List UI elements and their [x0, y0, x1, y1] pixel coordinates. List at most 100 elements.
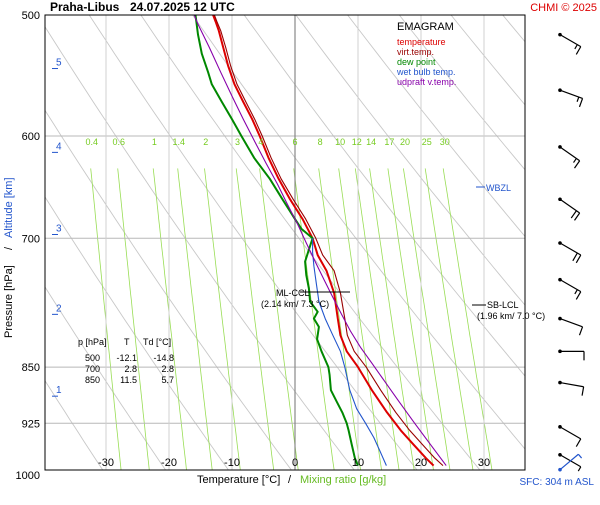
wind-barb-feather — [578, 326, 584, 336]
table-cell: 2.8 — [124, 364, 137, 374]
table-cell: 2.8 — [161, 364, 174, 374]
dry-adiabat — [0, 15, 51, 488]
mixing-ratio-label: 2 — [203, 137, 208, 147]
dry-adiabat — [295, 15, 525, 306]
mixing-ratio-label: 1.4 — [173, 137, 186, 147]
wind-barbs — [558, 32, 585, 472]
x-tick-label: 0 — [292, 457, 298, 469]
wind-barb — [558, 453, 583, 472]
x-tick-label: -30 — [98, 457, 114, 469]
mixing-ratio-line — [152, 168, 187, 470]
table-cell: 11.5 — [120, 375, 137, 385]
wind-barb-station — [558, 452, 562, 457]
wind-barb-feather — [577, 453, 583, 459]
series-line-udpraft-v-temp- — [193, 15, 447, 466]
wind-barb-station — [558, 316, 562, 321]
wind-barb-staff — [559, 198, 581, 214]
table-cell: 700 — [85, 364, 100, 374]
altitude-tick-label: 5 — [56, 58, 62, 69]
wind-barb — [558, 241, 582, 264]
legend-entry-wet-bulb: wet bulb temp. — [396, 67, 456, 77]
wind-barb-station — [558, 380, 562, 385]
x-tick-label: -10 — [224, 457, 240, 469]
dry-adiabat — [88, 15, 418, 470]
mixing-ratio-label: 4 — [258, 137, 263, 147]
mixing-ratio-label: 14 — [366, 137, 376, 147]
x-axis-label-temperature: Temperature [°C] — [197, 474, 280, 486]
table-header-t: T — [124, 337, 130, 347]
mixing-ratio-label: 17 — [384, 137, 394, 147]
altitude-tick-label: 4 — [56, 141, 62, 152]
wind-barb-feather — [581, 386, 585, 396]
x-tick-label: 20 — [415, 457, 427, 469]
y-axis-label-pressure: Pressure [hPa] — [3, 265, 15, 338]
grid — [0, 15, 525, 488]
mixing-ratio-label: 1 — [152, 137, 157, 147]
mixing-ratio-line — [387, 168, 434, 470]
wind-barb — [558, 277, 582, 300]
wind-barb-feather — [578, 98, 584, 108]
y-axis-label: Pressure [hPa] / Altitude [km] — [3, 177, 15, 338]
datetime-title: 24.07.2025 12 UTC — [130, 0, 235, 14]
mixing-ratio-label: 25 — [422, 137, 432, 147]
ml-ccl-label: ML-CCL — [276, 288, 310, 298]
mixing-ratio-line — [117, 168, 150, 470]
wind-barb-feather — [576, 96, 580, 102]
table-cell: 5.7 — [161, 375, 174, 385]
wind-barb — [558, 349, 585, 361]
table-cell: 500 — [85, 353, 100, 363]
mixing-ratio-line — [354, 168, 400, 470]
pressure-tick-label: 700 — [22, 233, 40, 245]
wind-barb-feather — [575, 291, 582, 300]
wind-barb-station — [558, 425, 562, 429]
wind-barb — [558, 197, 581, 221]
pressure-tick-label: 600 — [22, 131, 40, 143]
sb-lcl-label: SB-LCL — [487, 300, 519, 310]
mixing-ratio-line — [424, 168, 474, 470]
table-header-p: p [hPa] — [78, 337, 107, 347]
table-cell: -12.1 — [116, 353, 137, 363]
wind-barb-staff — [559, 381, 584, 388]
wind-barb-station — [558, 88, 562, 93]
wind-barb — [558, 316, 584, 336]
wind-barb-feather — [575, 254, 582, 264]
series-line-dew-point — [194, 15, 359, 466]
dry-adiabat — [347, 15, 525, 238]
copyright-label: CHMI © 2025 — [530, 2, 597, 14]
legend: EMAGRAM temperature virt.temp. dew point… — [396, 21, 456, 87]
wind-barb-staff — [559, 242, 582, 256]
mixing-ratio-line — [204, 168, 241, 470]
wind-barb-feather — [575, 46, 582, 55]
wind-barb-station — [558, 241, 562, 245]
mixing-ratio-line — [177, 168, 213, 470]
x-tick-label: 30 — [478, 457, 490, 469]
mixing-ratio-label: 3 — [235, 137, 240, 147]
series-line-wet-bulb-temp- — [312, 238, 387, 466]
dry-adiabat — [45, 25, 355, 470]
wind-barb-station — [558, 467, 562, 472]
mixing-ratio-line — [90, 168, 122, 470]
altitude-tick-label: 1 — [56, 385, 62, 396]
legend-entry-updraft: udpraft v.temp. — [397, 77, 456, 87]
plot-frame — [44, 14, 526, 471]
dry-adiabat — [45, 109, 292, 470]
mixing-ratio-label: 8 — [318, 137, 323, 147]
wind-barb-feather — [572, 252, 578, 262]
wind-barb-station — [558, 197, 562, 202]
table-header-td: Td [°C] — [143, 337, 171, 347]
mixing-ratio-line — [403, 168, 451, 470]
station-title: Praha-Libus — [50, 0, 120, 14]
ml-ccl-values: (2.14 km/ 7.3 °C) — [261, 299, 329, 309]
altitude-tick-label: 3 — [56, 223, 62, 234]
x-axis-label-separator: / — [288, 474, 292, 486]
dry-adiabat — [45, 379, 104, 470]
dry-adiabat — [192, 15, 525, 450]
dry-adiabat — [502, 15, 525, 43]
legend-title: EMAGRAM — [397, 21, 454, 33]
dry-adiabat — [398, 15, 525, 171]
wind-barb — [558, 145, 581, 169]
y-axis-label-altitude: Altitude [km] — [3, 177, 15, 238]
